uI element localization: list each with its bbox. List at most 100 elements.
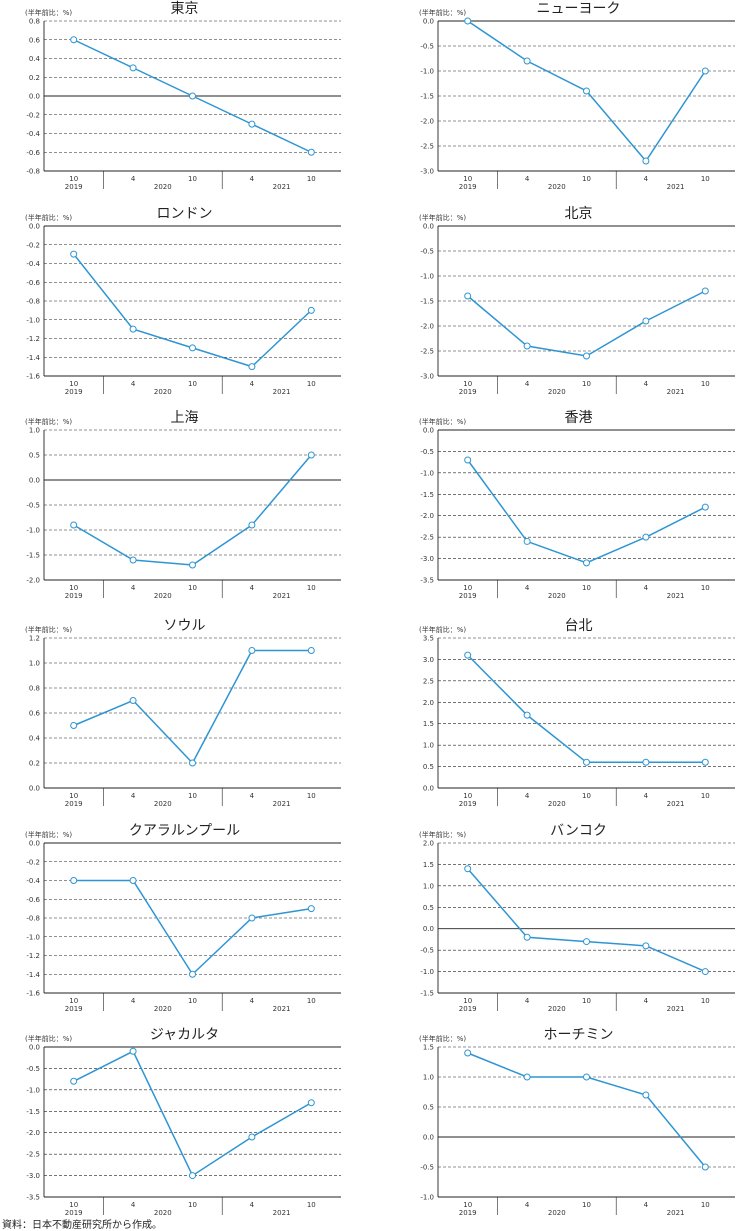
y-tick-label: 1.2 [29, 635, 40, 643]
x-tick-label: 10 [701, 1201, 710, 1209]
y-tick-label: 0.5 [423, 904, 434, 912]
y-tick-label: 0.0 [423, 785, 434, 793]
x-tick-label: 4 [644, 792, 649, 800]
x-tick-label: 10 [188, 175, 197, 183]
year-label: 2019 [65, 1005, 83, 1013]
y-tick-label: -1.5 [420, 990, 434, 998]
data-point [701, 287, 709, 295]
y-tick-label: -1.0 [420, 1194, 434, 1202]
x-tick-label: 4 [131, 997, 136, 1005]
y-tick-label: -1.5 [420, 491, 434, 499]
data-point [583, 559, 590, 567]
chart-svg: 0.0 -0.2 -0.4 -0.6 -0.8 -1.0 -1.2 -1.4 -1.6 10 4 10… [26, 840, 341, 1013]
y-tick-label: 1.5 [423, 861, 434, 869]
chart-title: ソウル [163, 618, 206, 634]
y-tick-label: -2.0 [26, 1129, 40, 1137]
y-tick-label: 0.8 [29, 18, 40, 26]
data-point [189, 1172, 196, 1180]
data-point [642, 1091, 650, 1099]
year-label: 2021 [273, 1209, 291, 1217]
y-tick-label: 1.0 [29, 660, 40, 668]
y-tick-label: -0.8 [26, 915, 40, 923]
x-tick-label: 10 [701, 175, 710, 183]
x-tick-label: 10 [463, 1201, 472, 1209]
year-label: 2019 [65, 800, 83, 808]
year-label: 2020 [548, 1209, 566, 1217]
x-tick-label: 10 [463, 380, 472, 388]
y-tick-label: 0.0 [29, 93, 40, 101]
y-tick-label: 0.2 [29, 74, 40, 82]
x-tick-label: 10 [307, 792, 316, 800]
y-tick-label: -1.5 [420, 298, 434, 306]
data-point [248, 1133, 256, 1141]
data-point [701, 1163, 709, 1171]
x-tick-label: 4 [131, 380, 136, 388]
data-point [523, 342, 531, 350]
data-point [642, 533, 650, 541]
y-tick-label: 2.0 [423, 840, 434, 848]
chart-panel: 2.0 1.5 1.0 0.5 0.0 -0.5 -1.0 -1.5 10 4 10 4 10 2019 2… [394, 822, 738, 1027]
y-tick-label: -1.2 [26, 335, 40, 343]
y-tick-label: -1.6 [26, 373, 40, 381]
year-label: 2020 [548, 183, 566, 191]
y-tick-label: -2.5 [26, 1151, 40, 1159]
chart-title: 上海 [170, 410, 199, 426]
x-tick-label: 4 [131, 584, 136, 592]
y-tick-label: -0.5 [420, 448, 434, 456]
x-tick-label: 10 [582, 997, 591, 1005]
x-tick-label: 4 [644, 997, 649, 1005]
chart-svg: 0.0 -0.2 -0.4 -0.6 -0.8 -1.0 -1.2 -1.4 -1.6 10 4 10… [26, 223, 341, 396]
data-point [642, 317, 650, 325]
y-tick-label: -1.0 [26, 933, 40, 941]
data-point [307, 148, 315, 156]
y-tick-label: 0.5 [423, 763, 434, 771]
data-point [701, 67, 709, 75]
unit-label: (半年前比：%) [25, 418, 73, 426]
y-tick-label: -3.0 [420, 555, 434, 563]
y-tick-label: -0.6 [26, 896, 40, 904]
x-tick-label: 10 [582, 175, 591, 183]
series-line [467, 1052, 706, 1168]
x-tick-label: 4 [525, 997, 530, 1005]
x-tick-label: 10 [701, 997, 710, 1005]
y-tick-label: -1.4 [26, 354, 40, 362]
chart-panel: 0.0 -0.5 -1.0 -1.5 -2.0 -2.5 -3.0 10 4 10 4 10 2019 2… [394, 0, 738, 205]
data-point [701, 758, 709, 766]
data-point [189, 759, 196, 767]
data-point [248, 120, 256, 128]
y-tick-label: -2.0 [420, 118, 434, 126]
chart-title: 台北 [564, 618, 593, 634]
chart-title: 北京 [564, 206, 593, 222]
y-tick-label: -0.5 [26, 1065, 40, 1073]
y-tick-label: -1.5 [26, 1108, 40, 1116]
data-point [129, 556, 137, 564]
y-tick-label: 1.0 [423, 882, 434, 890]
data-point [523, 57, 531, 65]
year-label: 2020 [548, 1005, 566, 1013]
y-tick-label: -1.0 [26, 316, 40, 324]
y-tick-label: -0.4 [26, 877, 40, 885]
unit-label: (半年前比：%) [25, 214, 73, 222]
chart-title: バンコク [550, 823, 607, 839]
data-point [642, 758, 650, 766]
year-label: 2019 [459, 1005, 477, 1013]
data-point [307, 905, 315, 913]
data-point [583, 352, 590, 360]
x-tick-label: 4 [525, 792, 530, 800]
year-label: 2019 [459, 1209, 477, 1217]
y-tick-label: 3.0 [423, 656, 434, 664]
x-tick-label: 4 [250, 1201, 255, 1209]
data-point [248, 914, 256, 922]
y-tick-label: 0.0 [29, 840, 40, 848]
data-point [642, 942, 650, 950]
y-tick-label: -3.0 [420, 373, 434, 381]
unit-label: (半年前比：%) [419, 831, 467, 839]
x-tick-label: 4 [525, 1201, 530, 1209]
y-tick-label: -0.5 [420, 43, 434, 51]
y-tick-label: -0.5 [26, 502, 40, 510]
y-tick-label: 0.0 [29, 785, 40, 793]
y-tick-label: 0.0 [29, 1044, 40, 1052]
